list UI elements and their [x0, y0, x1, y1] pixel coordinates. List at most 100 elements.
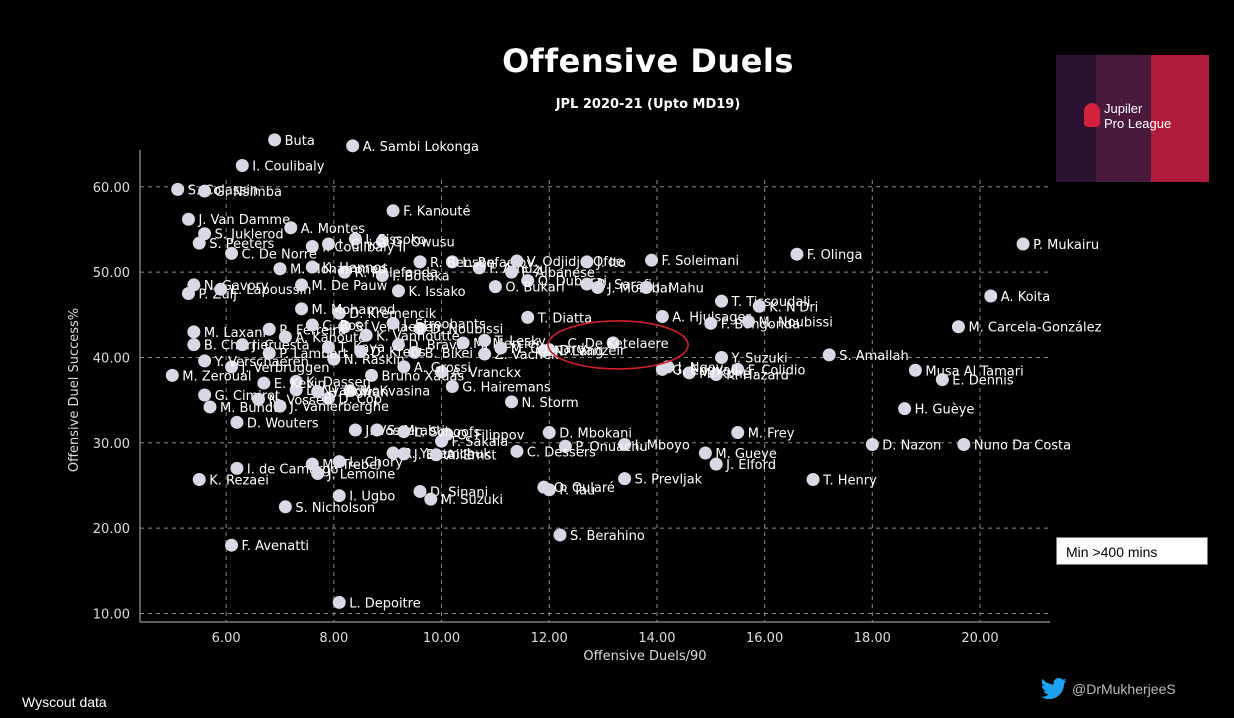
data-point: [655, 310, 669, 324]
data-point-label: F. Kanouté: [403, 205, 470, 220]
data-point-label: F. Amuzu: [489, 262, 548, 277]
data-point: [553, 528, 567, 542]
data-point: [521, 274, 535, 288]
data-point: [591, 280, 605, 294]
data-point: [715, 294, 729, 308]
data-point: [741, 315, 755, 329]
data-point-label: O. Bukari: [505, 281, 564, 296]
handle-text: @DrMukherjeeS: [1072, 681, 1176, 697]
data-point: [235, 338, 249, 352]
data-point: [488, 280, 502, 294]
chart-title: Offensive Duels: [502, 42, 794, 80]
data-point-label: D. Kremencik: [349, 307, 437, 322]
data-point: [386, 316, 400, 330]
y-tick-label: 10.00: [93, 607, 130, 622]
league-logo: Jupiler Pro League: [1056, 55, 1209, 182]
data-point: [225, 360, 239, 374]
data-point: [908, 363, 922, 377]
data-point: [510, 254, 524, 268]
data-point-label: M. Frey: [748, 427, 795, 442]
data-point: [408, 345, 422, 359]
y-axis-title: Offensive Duel Success%: [67, 308, 82, 472]
data-point-label: M. Gueye: [715, 447, 776, 462]
data-point-label: K. Dassen: [306, 375, 371, 390]
data-point-label: D. Wouters: [247, 416, 319, 431]
data-point-label: C. Roef: [322, 319, 369, 334]
data-point-label: F. Bongonda: [721, 317, 800, 332]
data-point: [478, 333, 492, 347]
data-point: [262, 322, 276, 336]
data-point-label: M. Kvasina: [360, 385, 430, 400]
data-point-label: J. Mombai: [607, 281, 672, 296]
data-point: [478, 347, 492, 361]
data-point: [278, 330, 292, 344]
data-point: [346, 139, 360, 153]
data-point: [424, 492, 438, 506]
data-point-label: A. Sambi Lokonga: [363, 140, 479, 155]
y-tick-label: 20.00: [93, 522, 130, 537]
data-point-label: L. Nyangbo: [306, 384, 380, 399]
data-point: [198, 184, 212, 198]
data-point-label: J. Stroobants: [402, 317, 486, 332]
data-point-label: L. Lapoussin: [231, 283, 312, 298]
data-point: [413, 321, 427, 335]
data-point-label: H. Guèye: [915, 403, 975, 418]
data-point-label: P. Onuachu: [575, 440, 647, 455]
data-point-label: K. N'Dri: [769, 300, 818, 315]
x-tick-label: 10.00: [423, 631, 460, 646]
data-point-label: R. Halefanda: [355, 266, 438, 281]
data-point-label: G. Engvall: [672, 363, 738, 378]
data-point-label: A. Koita: [1001, 290, 1050, 305]
data-point-label: I. Sissoko: [365, 233, 426, 248]
data-point-label: O. Oularé: [554, 481, 615, 496]
data-point-label: J. Lemoine: [327, 468, 396, 483]
data-point: [284, 221, 298, 235]
data-point: [289, 374, 303, 388]
data-point-label: D. Sinani: [430, 485, 488, 500]
highlight-label: C. De Ketelaere: [568, 337, 669, 352]
data-point-label: S. Berahino: [570, 529, 645, 544]
data-point-label: I. Ciric: [338, 238, 379, 253]
data-point: [305, 260, 319, 274]
data-point: [709, 368, 723, 382]
data-point-label: I. Ugbo: [349, 490, 395, 505]
data-point: [715, 350, 729, 364]
data-point: [386, 204, 400, 218]
data-point: [375, 269, 389, 283]
data-point-label: P. Mukairu: [1033, 238, 1099, 253]
data-point: [311, 385, 325, 399]
data-point-label: J. Verbruggen: [241, 361, 330, 376]
data-point: [338, 320, 352, 334]
data-point-label: A. Kanouté: [295, 331, 366, 346]
data-point: [984, 289, 998, 303]
twitter-bird-icon: [1040, 678, 1067, 700]
data-point-label: S. Prevljak: [635, 473, 703, 488]
data-point: [537, 480, 551, 494]
data-point: [338, 265, 352, 279]
data-point-label: J. Van Damme: [197, 213, 290, 228]
data-point: [618, 472, 632, 486]
data-point: [731, 426, 745, 440]
data-point-label: K. Issako: [408, 285, 465, 300]
data-point: [445, 255, 459, 269]
data-point-label: C. Dessers: [527, 445, 596, 460]
data-point-label: P. Tau: [559, 484, 595, 499]
x-tick-label: 6.00: [212, 631, 241, 646]
data-point-label: F. Olinga: [807, 248, 863, 263]
data-point: [865, 438, 879, 452]
lion-icon: [1084, 103, 1100, 127]
data-point: [251, 392, 265, 406]
data-point: [655, 362, 669, 376]
y-tick-label: 60.00: [93, 181, 130, 196]
data-point-label: C. De Norre: [242, 247, 317, 262]
data-point-label: K. Hazard: [726, 369, 789, 384]
data-point-label: E. Dennis: [952, 374, 1014, 389]
data-point: [230, 461, 244, 475]
data-point: [790, 247, 804, 261]
data-point: [397, 425, 411, 439]
data-point-label: I. Coulibaly: [252, 159, 324, 174]
data-point-label: A. Vranckx: [452, 366, 522, 381]
data-point-label: J. Ngoy: [677, 361, 724, 376]
data-point: [273, 262, 287, 276]
